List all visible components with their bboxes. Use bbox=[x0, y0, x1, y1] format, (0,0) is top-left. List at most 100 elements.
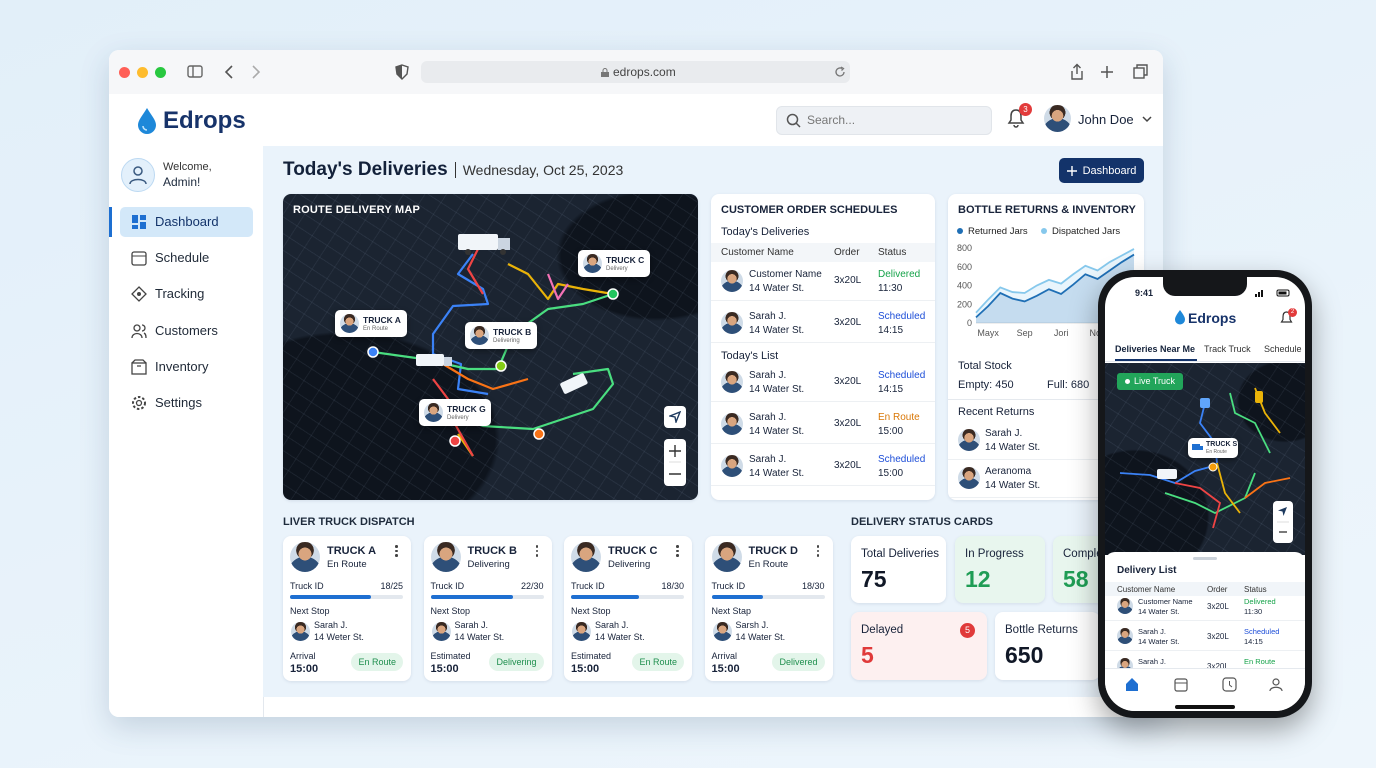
status-label: Total Deliveries bbox=[861, 548, 939, 560]
avatar bbox=[290, 542, 320, 572]
progress-fill bbox=[290, 595, 372, 599]
nav-label: Dashboard bbox=[155, 214, 219, 229]
status-badge: En Route bbox=[351, 653, 403, 671]
nav-item[interactable]: Customers bbox=[120, 316, 253, 346]
truck-name: TRUCK S bbox=[1206, 441, 1238, 448]
progress-fill bbox=[711, 595, 764, 599]
status-label: Delayed bbox=[861, 624, 904, 636]
menu-dot bbox=[676, 545, 679, 548]
phone-tab[interactable]: Schedule bbox=[1264, 344, 1302, 354]
status-value: 5 bbox=[861, 642, 874, 668]
status: Scheduled bbox=[878, 370, 926, 381]
column-header: Customer Name bbox=[721, 247, 794, 258]
order: 3x20L bbox=[1207, 602, 1229, 611]
time-label: Arrival bbox=[290, 651, 316, 661]
phone-tab[interactable]: Deliveries Near Me bbox=[1115, 344, 1196, 354]
customer-address: 14 Water St. bbox=[749, 426, 805, 437]
notch bbox=[1163, 277, 1247, 296]
menu-button[interactable] bbox=[535, 545, 539, 559]
page-header: Today's Deliveries Wednesday, Oct 25, 20… bbox=[283, 159, 623, 181]
time: 15:00 bbox=[711, 663, 740, 675]
phone-map: Live Truck TRUCK S En Route bbox=[1105, 363, 1305, 555]
truck-name: TRUCK C bbox=[608, 545, 658, 557]
active-indicator bbox=[109, 207, 112, 237]
row-divider bbox=[1105, 620, 1305, 621]
close-dot[interactable] bbox=[119, 67, 130, 78]
row-divider bbox=[711, 300, 935, 301]
customer-name: Sarah J. bbox=[1138, 657, 1166, 666]
status: En Route bbox=[878, 412, 920, 423]
phone-zoom[interactable] bbox=[1273, 501, 1293, 543]
plus-icon bbox=[1066, 165, 1077, 176]
map-title: ROUTE DELIVERY MAP bbox=[293, 204, 421, 216]
stop-label: Next Stop bbox=[571, 606, 611, 616]
time: 15:00 bbox=[290, 663, 319, 675]
menu-button[interactable] bbox=[816, 545, 820, 559]
sidebar: Edrops Welcome, Admin! Dashboard Schedule… bbox=[109, 94, 264, 717]
capacity: 18/25 bbox=[380, 581, 403, 591]
logo-drop bbox=[138, 108, 156, 134]
id-label: Truck ID bbox=[290, 581, 324, 591]
nav-label: Settings bbox=[155, 395, 202, 410]
truck-label: TRUCK A En Route bbox=[335, 310, 407, 337]
menu-button[interactable] bbox=[394, 545, 398, 559]
line bbox=[975, 248, 1135, 314]
customer-name: Sarah J. bbox=[1138, 627, 1166, 636]
lock-icon bbox=[601, 68, 609, 77]
maximize-dot[interactable] bbox=[155, 67, 166, 78]
browser-toolbar: edrops.com bbox=[109, 50, 1163, 95]
nav-item[interactable]: Dashboard bbox=[120, 207, 253, 237]
avatar bbox=[712, 622, 732, 641]
id-label: Truck ID bbox=[711, 581, 746, 591]
locate-button[interactable] bbox=[664, 406, 686, 428]
time-label: Arrival bbox=[711, 651, 738, 661]
nav-icon bbox=[131, 251, 147, 266]
truck-status: Delivery bbox=[447, 415, 469, 421]
window-actions bbox=[1071, 63, 1148, 80]
chevron[interactable] bbox=[1142, 116, 1152, 123]
avatar bbox=[583, 254, 602, 273]
nav-icon bbox=[132, 396, 146, 410]
zoom-controls[interactable] bbox=[664, 439, 686, 486]
url-bar[interactable]: edrops.com bbox=[421, 61, 850, 83]
live-badge[interactable]: Live Truck bbox=[1117, 373, 1184, 390]
status: Delivered bbox=[878, 269, 921, 280]
customer-name: Sarah J. bbox=[595, 620, 629, 630]
phone-logo bbox=[1175, 310, 1185, 325]
minimize-dot[interactable] bbox=[137, 67, 148, 78]
order: 3x20L bbox=[834, 460, 862, 471]
menu-button[interactable] bbox=[675, 545, 679, 559]
nav-label: Inventory bbox=[155, 358, 209, 374]
reload-icon[interactable] bbox=[834, 66, 846, 78]
customer-address: 14 Water St. bbox=[1138, 607, 1180, 616]
nav-item[interactable]: Inventory bbox=[120, 352, 253, 382]
avatar bbox=[571, 542, 601, 572]
page-date: Wednesday, Oct 25, 2023 bbox=[462, 162, 624, 178]
avatar bbox=[291, 622, 310, 641]
stop-label: Next Stap bbox=[711, 606, 752, 616]
dashboard-button[interactable]: Dashboard bbox=[1059, 158, 1144, 183]
capacity: 18/30 bbox=[661, 581, 684, 591]
avatar bbox=[470, 326, 489, 345]
admin-avatar bbox=[121, 158, 155, 192]
nav-item[interactable]: Tracking bbox=[120, 279, 253, 309]
nav-item[interactable]: Schedule bbox=[120, 243, 253, 273]
welcome: Welcome, bbox=[163, 161, 212, 173]
status-title: DELIVERY STATUS CARDS bbox=[851, 516, 993, 528]
customer-name: Sarah J. bbox=[314, 620, 348, 630]
nav-icon bbox=[131, 286, 147, 303]
x-tick-label: Nov bbox=[1090, 328, 1107, 338]
order: 3x20L bbox=[834, 376, 862, 387]
truck-status: En Route bbox=[1206, 449, 1227, 455]
search-box[interactable]: Search... bbox=[776, 106, 992, 135]
user-name[interactable]: John Doe bbox=[1078, 112, 1134, 127]
phone-tab[interactable]: Track Truck bbox=[1204, 344, 1251, 354]
status: En Route bbox=[1244, 657, 1276, 666]
customer-name: Customer Name bbox=[1138, 597, 1193, 606]
stop-label: Next Stop bbox=[430, 606, 471, 616]
customer-name: Sarah J. bbox=[985, 428, 1023, 439]
returns-chart: 0 200 400 600 800 Mayx Sep Jori Nov Returned Jars… bbox=[957, 226, 1135, 338]
nav-item[interactable]: Settings bbox=[120, 388, 253, 418]
customer-address: 14 Water St. bbox=[595, 632, 645, 642]
customer-address: 14 Water St. bbox=[985, 480, 1041, 491]
